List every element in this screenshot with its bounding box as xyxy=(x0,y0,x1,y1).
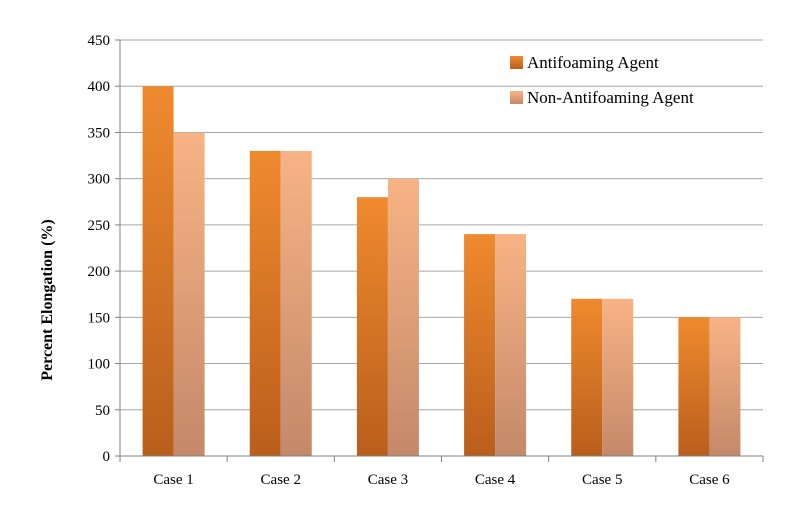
y-tick-label: 350 xyxy=(88,125,111,141)
x-category-label: Case 1 xyxy=(153,472,193,488)
bar-antifoaming-6 xyxy=(678,317,710,456)
gridlines xyxy=(115,39,763,457)
bars xyxy=(142,86,741,456)
y-tick-label: 50 xyxy=(95,403,110,419)
x-category-label: Case 6 xyxy=(689,472,730,488)
y-axis-title: Percent Elongation (%) xyxy=(39,219,56,380)
y-tick-label: 200 xyxy=(88,264,111,280)
bar-non-antifoaming-5 xyxy=(602,298,634,456)
bar-antifoaming-5 xyxy=(571,298,603,456)
legend: Antifoaming Agent Non-Antifoaming Agent xyxy=(510,53,694,107)
x-category-label: Case 5 xyxy=(582,472,622,488)
y-tick-label: 150 xyxy=(88,310,111,326)
y-tick-label: 0 xyxy=(103,449,111,465)
axes xyxy=(119,40,764,462)
y-tick-label: 300 xyxy=(88,172,111,188)
bar-antifoaming-1 xyxy=(142,86,174,456)
bar-antifoaming-2 xyxy=(249,150,281,456)
bar-antifoaming-4 xyxy=(464,234,496,456)
x-category-label: Case 3 xyxy=(368,472,408,488)
bar-non-antifoaming-3 xyxy=(387,178,419,456)
legend-label: Non-Antifoaming Agent xyxy=(527,88,694,107)
bar-non-antifoaming-4 xyxy=(495,234,527,456)
y-tick-labels: 0 50 100 150 200 250 300 350 400 450 xyxy=(88,33,111,465)
legend-swatch xyxy=(510,56,523,69)
legend-label: Antifoaming Agent xyxy=(527,53,659,72)
bar-antifoaming-3 xyxy=(356,197,388,456)
x-category-labels: Case 1 Case 2 Case 3 Case 4 Case 5 Case 6 xyxy=(153,472,730,488)
x-category-label: Case 4 xyxy=(475,472,516,488)
bar-non-antifoaming-6 xyxy=(709,317,741,456)
x-category-label: Case 2 xyxy=(261,472,301,488)
y-tick-label: 450 xyxy=(88,33,111,49)
y-tick-label: 400 xyxy=(88,79,111,95)
bar-non-antifoaming-1 xyxy=(173,132,205,456)
legend-swatch xyxy=(510,91,523,104)
y-tick-label: 100 xyxy=(88,357,111,373)
bar-non-antifoaming-2 xyxy=(280,150,312,456)
y-tick-label: 250 xyxy=(88,218,111,234)
